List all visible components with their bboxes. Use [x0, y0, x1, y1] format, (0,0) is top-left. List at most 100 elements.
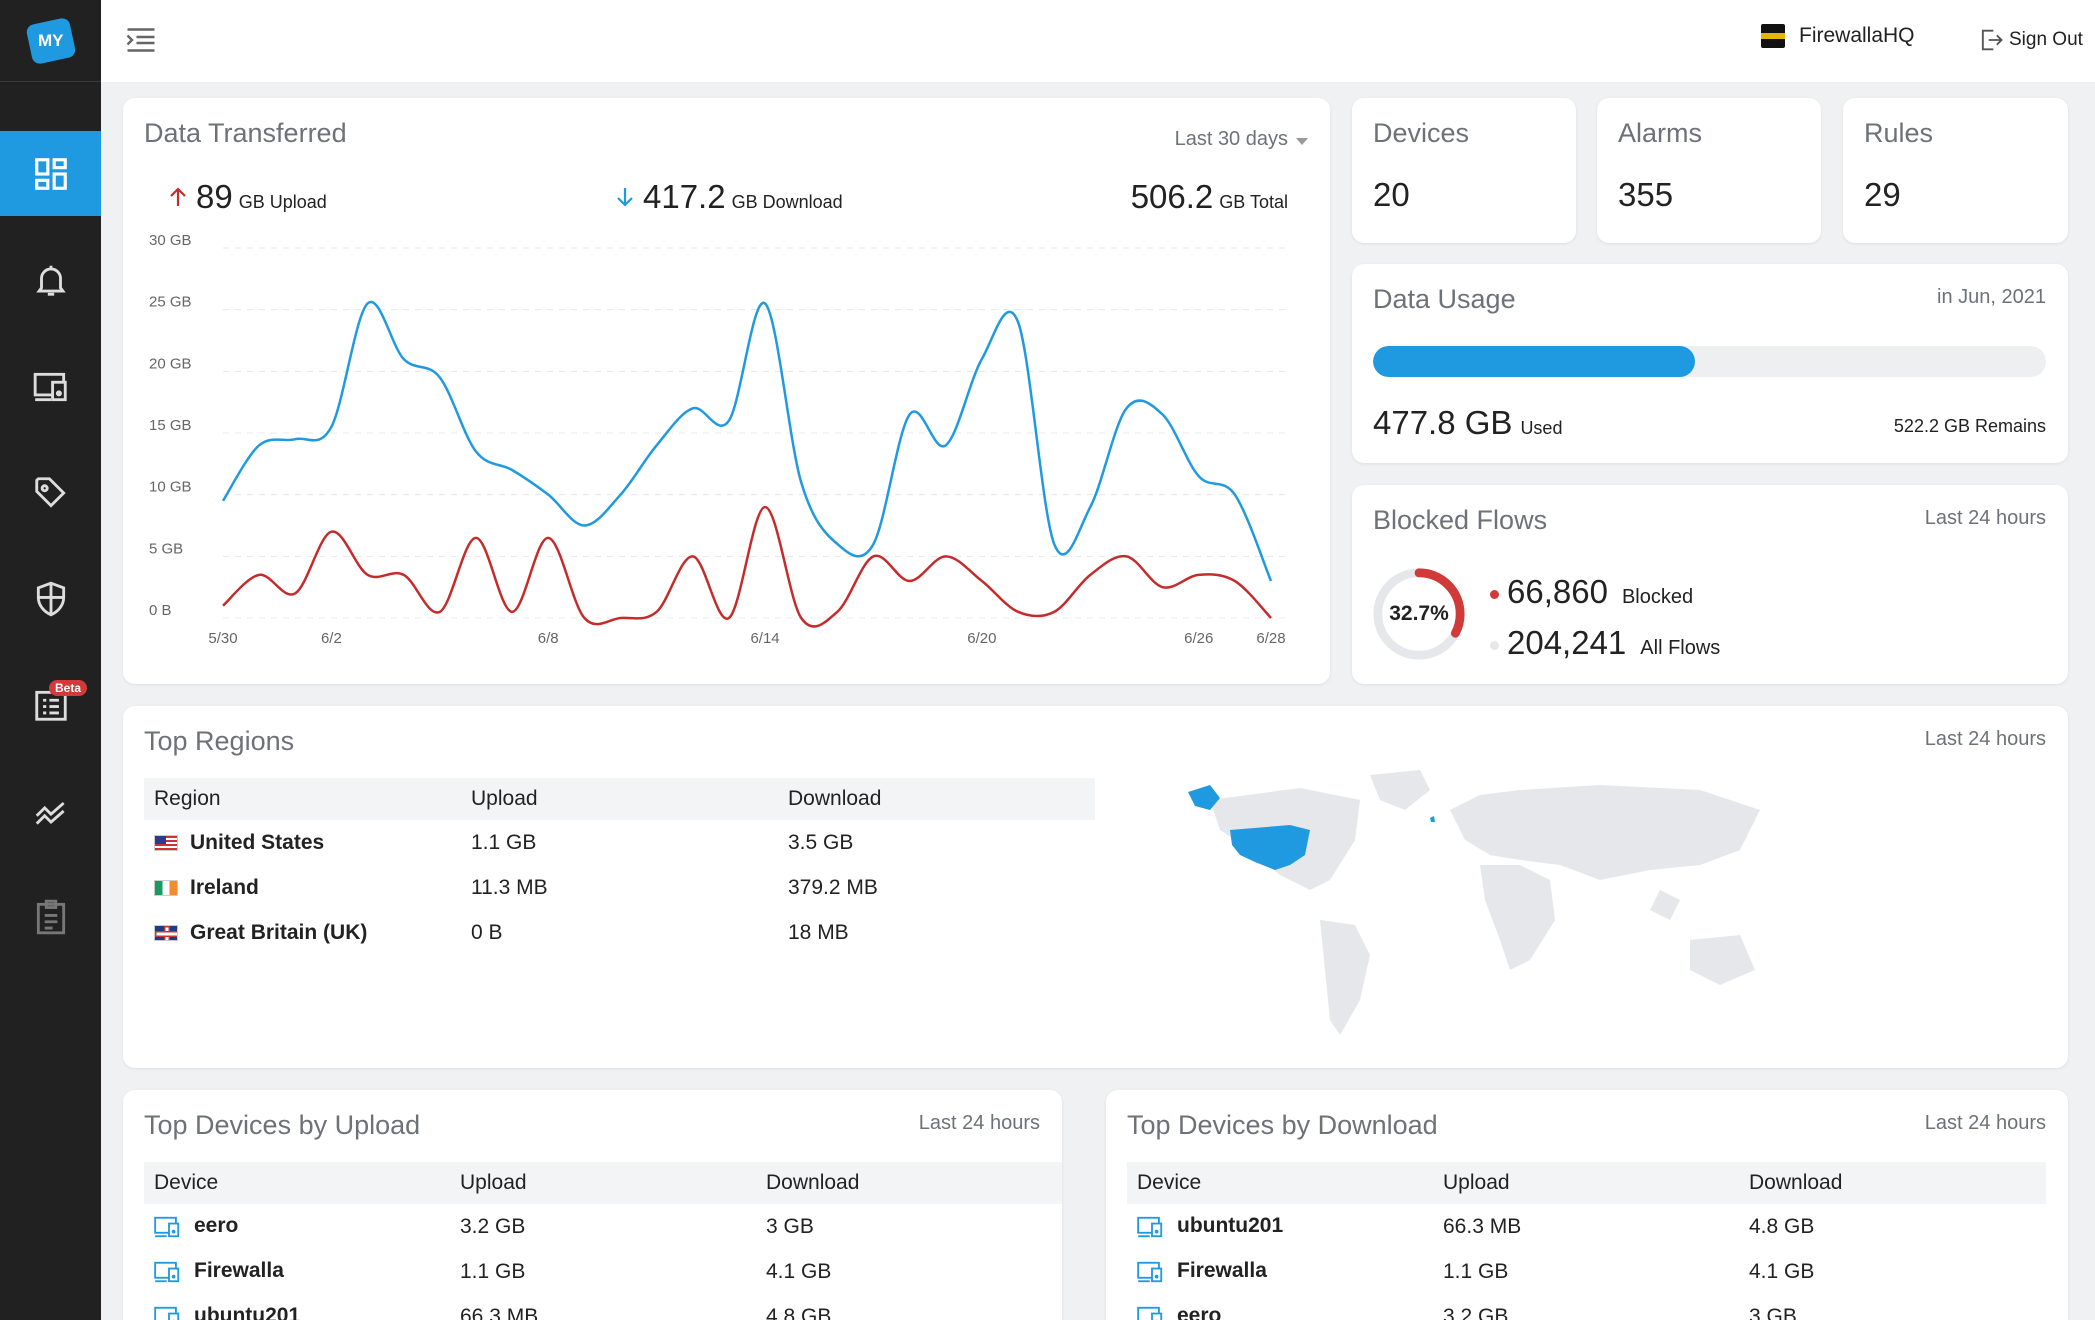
trends-icon	[35, 801, 65, 825]
range-select[interactable]: Last 30 days	[1175, 128, 1308, 151]
nav-devices[interactable]	[0, 344, 101, 429]
device-name: Firewalla	[1177, 1259, 1267, 1283]
sign-out-button[interactable]: Sign Out	[1977, 26, 2083, 54]
nav-reports[interactable]	[0, 874, 101, 959]
used-label: Used	[1520, 418, 1563, 438]
device-icon	[1137, 1306, 1163, 1320]
y-tick-label: 0 B	[149, 602, 172, 619]
device-name: eero	[1177, 1304, 1222, 1320]
blocked-percent: 32.7%	[1389, 602, 1449, 625]
upload-unit: GB Upload	[238, 192, 327, 212]
arrow-down-icon	[617, 188, 633, 207]
table-row[interactable]: eero 3.2 GB 3 GB	[144, 1204, 1062, 1249]
x-tick-label: 6/26	[1184, 630, 1213, 647]
nav-rules[interactable]	[0, 556, 101, 641]
arrow-up-icon	[170, 187, 186, 206]
download-series-line	[221, 300, 1273, 582]
region-upload: 11.3 MB	[471, 875, 548, 899]
col-region: Region	[154, 787, 221, 810]
regions-table: Region Upload Download United States 1.1…	[144, 778, 1095, 955]
x-tick-label: 6/28	[1256, 630, 1285, 647]
sign-out-label: Sign Out	[2009, 29, 2083, 50]
device-icon	[1137, 1216, 1163, 1237]
org-switcher[interactable]: FirewallaHQ	[1761, 24, 1915, 48]
region-download: 3.5 GB	[788, 830, 854, 854]
top-regions-card: Top Regions Last 24 hours Region Upload …	[123, 706, 2068, 1068]
table-row[interactable]: Great Britain (UK) 0 B 18 MB	[144, 910, 1095, 955]
table-row[interactable]: ubuntu201 66.3 MB 4.8 GB	[1127, 1204, 2046, 1249]
download-unit: GB Download	[731, 192, 843, 212]
upload-value: 89	[196, 178, 233, 215]
blocked-arc	[1373, 568, 1465, 660]
device-download: 4.1 GB	[766, 1259, 832, 1283]
alarms-card[interactable]: Alarms 355	[1597, 98, 1821, 243]
alarms-count: 355	[1618, 176, 1674, 213]
region-download: 379.2 MB	[788, 875, 878, 899]
total-value: 506.2	[1130, 178, 1214, 215]
x-tick-label: 6/2	[321, 630, 342, 647]
bell-icon	[35, 265, 66, 296]
download-period: Last 24 hours	[1924, 1112, 2046, 1134]
nav-dashboard[interactable]	[0, 131, 101, 216]
sign-out-icon	[1981, 29, 2003, 51]
nav-trends[interactable]	[0, 768, 101, 853]
blocked-count: 66,860	[1507, 573, 1608, 610]
blocked-label: Blocked	[1621, 586, 1694, 608]
usage-progress-fill	[1373, 346, 1695, 377]
blocked-dot	[1490, 590, 1499, 599]
table-row[interactable]: Firewalla 1.1 GB 4.1 GB	[144, 1249, 1062, 1294]
alarms-label: Alarms	[1618, 118, 1703, 148]
all-flows-count: 204,241	[1507, 624, 1627, 661]
logo[interactable]: MY	[24, 16, 77, 65]
sidebar: MY Beta	[0, 0, 101, 1320]
org-flag-icon	[1761, 24, 1785, 48]
beta-badge: Beta	[49, 680, 88, 696]
data-usage-card: Data Usage in Jun, 2021 477.8 GB Used 52…	[1352, 264, 2068, 463]
device-download: 4.1 GB	[1749, 1259, 1815, 1283]
range-label: Last 30 days	[1174, 128, 1288, 150]
device-name: eero	[194, 1214, 239, 1238]
table-row[interactable]: ubuntu201 66.3 MB 4.8 GB	[144, 1294, 1062, 1320]
upload-period: Last 24 hours	[918, 1112, 1040, 1134]
devices-label: Devices	[1373, 118, 1470, 148]
blocked-period: Last 24 hours	[1924, 507, 2046, 529]
col-upload: Upload	[1443, 1171, 1510, 1194]
nav-flows[interactable]: Beta	[0, 662, 101, 747]
card-title: Top Devices by Download	[1127, 1110, 1438, 1140]
region-name: Great Britain (UK)	[190, 920, 368, 944]
table-row[interactable]: Firewalla 1.1 GB 4.1 GB	[1127, 1249, 2046, 1294]
device-upload: 66.3 MB	[460, 1304, 539, 1320]
nav-alarms[interactable]	[0, 237, 101, 322]
y-tick-label: 25 GB	[149, 294, 192, 311]
top-download-card: Top Devices by Download Last 24 hours De…	[1106, 1090, 2068, 1320]
usage-period: in Jun, 2021	[1937, 286, 2046, 308]
top-upload-card: Top Devices by Upload Last 24 hours Devi…	[123, 1090, 1062, 1320]
table-row[interactable]: Ireland 11.3 MB 379.2 MB	[144, 865, 1095, 910]
devices-card[interactable]: Devices 20	[1352, 98, 1576, 243]
logo-area[interactable]: MY	[0, 0, 101, 82]
data-transferred-card: Data Transferred Last 30 days 89 GB Uplo…	[123, 98, 1330, 684]
device-icon	[154, 1261, 180, 1282]
card-title: Data Usage	[1373, 284, 1516, 314]
col-device: Device	[154, 1171, 219, 1194]
nav-tags[interactable]	[0, 450, 101, 535]
x-tick-label: 5/30	[208, 630, 237, 647]
device-name: ubuntu201	[1177, 1214, 1284, 1238]
top-header: FirewallaHQ Sign Out	[101, 0, 2095, 82]
device-upload: 1.1 GB	[460, 1259, 526, 1283]
world-map	[1188, 770, 1760, 1035]
device-upload: 66.3 MB	[1443, 1214, 1522, 1238]
table-row[interactable]: United States 1.1 GB 3.5 GB	[144, 820, 1095, 865]
all-flows-legend: 204,241 All Flows	[1490, 624, 1720, 662]
table-row[interactable]: eero 3.2 GB 3 GB	[1127, 1294, 2046, 1320]
total-unit: GB Total	[1219, 192, 1288, 212]
device-name: Firewalla	[194, 1259, 284, 1283]
device-download: 3 GB	[766, 1214, 814, 1238]
device-download: 4.8 GB	[766, 1304, 832, 1320]
upload-series-line	[222, 505, 1272, 628]
rules-card[interactable]: Rules 29	[1843, 98, 2068, 243]
region-upload: 1.1 GB	[471, 830, 537, 854]
menu-toggle-icon[interactable]	[123, 22, 159, 58]
region-download: 18 MB	[788, 920, 849, 944]
card-title: Blocked Flows	[1373, 505, 1548, 535]
